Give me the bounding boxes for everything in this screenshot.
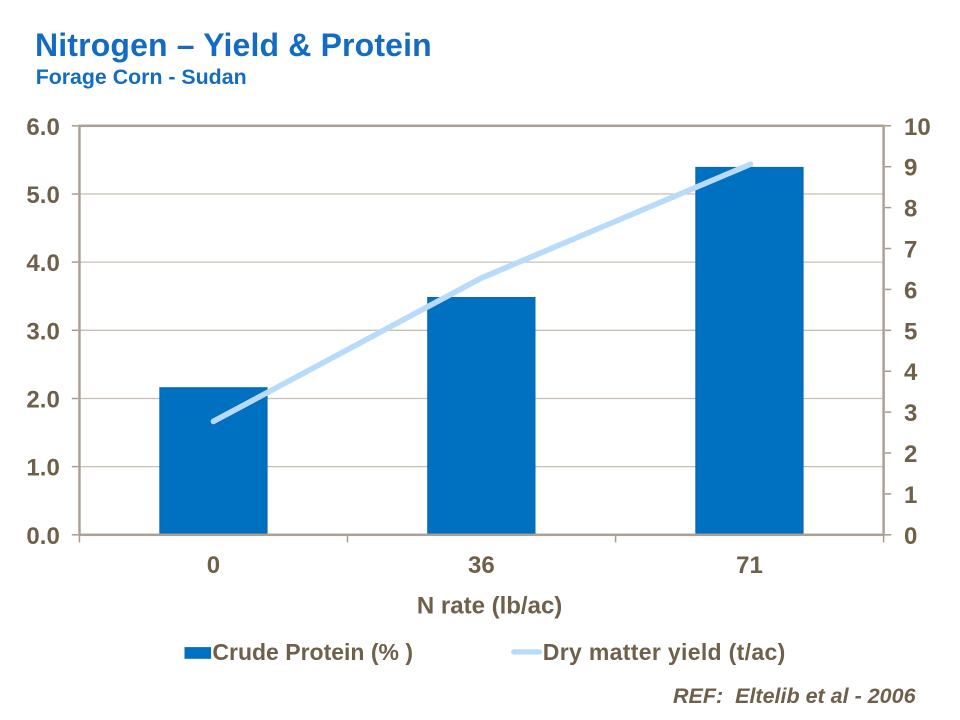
svg-text:71: 71	[736, 552, 763, 579]
svg-text:5.0: 5.0	[26, 182, 59, 209]
svg-text:0: 0	[207, 552, 220, 579]
svg-text:2: 2	[904, 441, 917, 468]
svg-text:1: 1	[904, 482, 917, 509]
svg-text:0.0: 0.0	[26, 523, 59, 550]
svg-text:3: 3	[904, 400, 917, 427]
svg-text:6: 6	[904, 277, 917, 304]
svg-text:0: 0	[904, 523, 917, 550]
svg-text:8: 8	[904, 196, 917, 223]
svg-text:4.0: 4.0	[26, 250, 59, 277]
svg-text:4: 4	[904, 359, 918, 386]
svg-text:36: 36	[468, 552, 495, 579]
svg-text:Crude Protein (% ): Crude Protein (% )	[212, 639, 413, 665]
svg-text:2.0: 2.0	[26, 387, 59, 414]
svg-text:Nitrogen – Yield & Protein: Nitrogen – Yield & Protein	[35, 27, 432, 63]
svg-text:5: 5	[904, 318, 917, 345]
svg-text:6.0: 6.0	[26, 114, 59, 141]
svg-text:10: 10	[904, 114, 931, 141]
svg-text:9: 9	[904, 155, 917, 182]
svg-text:7: 7	[904, 237, 917, 264]
svg-text:Dry matter yield (t/ac): Dry matter yield (t/ac)	[543, 639, 786, 665]
svg-text:1.0: 1.0	[26, 455, 59, 482]
svg-text:REF: Eltelib et al - 2006: REF: Eltelib et al - 2006	[673, 684, 917, 708]
svg-text:3.0: 3.0	[26, 318, 59, 345]
svg-text:Forage Corn - Sudan: Forage Corn - Sudan	[36, 65, 247, 89]
svg-text:N rate (lb/ac): N rate (lb/ac)	[417, 593, 562, 620]
